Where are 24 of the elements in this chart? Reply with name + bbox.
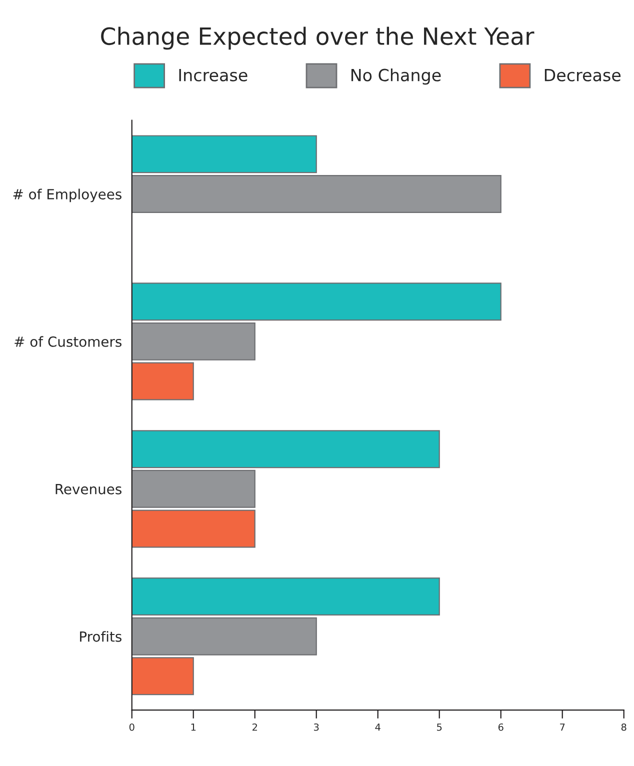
x-tick-label: 1: [191, 724, 196, 731]
bar: [132, 430, 440, 468]
x-tick-label: 8: [621, 723, 626, 731]
x-tick-label: 5: [437, 724, 442, 731]
y-tick-label: # of Customers: [14, 336, 122, 347]
x-tick-label: 6: [498, 723, 504, 731]
legend-label: No Change: [351, 68, 441, 85]
legend-label: Increase: [179, 69, 248, 82]
bar: [132, 282, 502, 321]
chart-title: Change Expected over the Next Year: [101, 26, 534, 50]
bar: [132, 322, 256, 360]
y-tick-label: # of Employees: [13, 188, 122, 202]
y-tick-label: Revenues: [56, 484, 122, 494]
x-tick-label: 0: [129, 723, 134, 731]
bar: [132, 578, 440, 616]
bar: [132, 135, 317, 174]
x-tick-label: 3: [314, 723, 319, 731]
y-tick-label: Profits: [80, 631, 122, 642]
x-tick-label: 4: [375, 724, 380, 731]
bar: [132, 175, 502, 213]
x-tick-label: 7: [560, 724, 565, 731]
legend-label: Decrease: [544, 69, 621, 82]
x-tick-label: 2: [252, 723, 257, 731]
bar: [132, 362, 194, 400]
